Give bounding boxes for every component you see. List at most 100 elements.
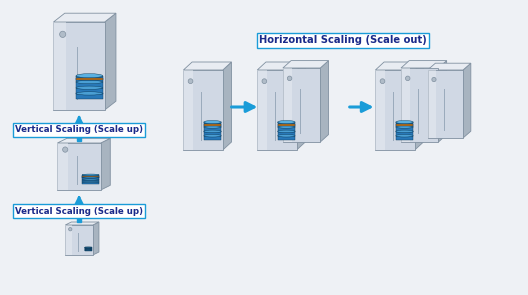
Ellipse shape <box>82 179 99 180</box>
Bar <box>396 131 413 136</box>
Ellipse shape <box>278 130 295 133</box>
Bar <box>428 70 437 138</box>
Polygon shape <box>401 60 447 68</box>
Bar <box>278 136 295 140</box>
Polygon shape <box>438 60 447 142</box>
Circle shape <box>406 76 410 81</box>
Bar <box>84 249 92 250</box>
Bar <box>204 136 221 140</box>
Ellipse shape <box>396 121 413 124</box>
Bar <box>53 22 67 110</box>
Bar <box>375 70 385 150</box>
Bar <box>204 124 221 126</box>
Bar <box>82 177 99 180</box>
Text: Vertical Scaling (Scale up): Vertical Scaling (Scale up) <box>15 206 143 216</box>
Bar <box>278 124 295 126</box>
Ellipse shape <box>84 250 92 251</box>
Bar <box>401 68 410 142</box>
Circle shape <box>262 79 267 83</box>
Polygon shape <box>283 60 328 68</box>
Ellipse shape <box>76 86 102 89</box>
Ellipse shape <box>278 121 295 124</box>
Bar <box>396 124 413 126</box>
Bar <box>76 78 102 80</box>
Circle shape <box>287 76 292 81</box>
Ellipse shape <box>204 120 221 124</box>
Polygon shape <box>65 222 99 225</box>
Polygon shape <box>415 62 423 150</box>
Bar <box>82 175 99 178</box>
Bar <box>283 68 292 142</box>
Ellipse shape <box>76 74 102 78</box>
Ellipse shape <box>82 181 99 183</box>
Bar <box>375 70 415 150</box>
Bar <box>82 176 99 177</box>
Bar <box>76 76 102 82</box>
Bar <box>278 131 295 136</box>
Bar <box>396 122 413 127</box>
Bar <box>401 68 438 142</box>
Circle shape <box>432 77 436 82</box>
Polygon shape <box>223 62 231 150</box>
Bar <box>283 68 320 142</box>
Bar <box>183 70 223 150</box>
Bar <box>204 131 221 136</box>
Ellipse shape <box>82 174 99 176</box>
Polygon shape <box>93 222 99 255</box>
Circle shape <box>188 79 193 83</box>
Ellipse shape <box>278 135 295 137</box>
Circle shape <box>69 227 72 231</box>
Bar <box>278 122 295 127</box>
Ellipse shape <box>84 247 92 248</box>
Ellipse shape <box>76 75 102 78</box>
Polygon shape <box>320 60 328 142</box>
Ellipse shape <box>204 126 221 128</box>
Bar <box>84 250 92 251</box>
Ellipse shape <box>396 130 413 133</box>
Ellipse shape <box>84 247 92 248</box>
Polygon shape <box>183 62 231 70</box>
Bar <box>65 225 72 255</box>
Bar <box>257 70 297 150</box>
Bar <box>396 136 413 140</box>
Circle shape <box>60 31 66 37</box>
Bar <box>257 70 267 150</box>
Bar <box>278 127 295 132</box>
Text: Vertical Scaling (Scale up): Vertical Scaling (Scale up) <box>15 125 143 135</box>
Ellipse shape <box>278 120 295 124</box>
Polygon shape <box>58 138 110 143</box>
Bar <box>183 70 193 150</box>
Polygon shape <box>105 13 116 110</box>
Ellipse shape <box>396 126 413 128</box>
Polygon shape <box>101 138 110 190</box>
Ellipse shape <box>84 249 92 250</box>
Ellipse shape <box>204 121 221 124</box>
Ellipse shape <box>82 177 99 178</box>
Bar <box>204 127 221 132</box>
Polygon shape <box>375 62 423 70</box>
Bar <box>84 248 92 250</box>
Polygon shape <box>53 13 116 22</box>
Bar <box>396 127 413 132</box>
Bar <box>76 94 102 99</box>
Ellipse shape <box>204 130 221 133</box>
Ellipse shape <box>76 92 102 95</box>
Polygon shape <box>463 63 471 138</box>
Bar <box>428 70 463 138</box>
Bar <box>65 225 93 255</box>
Bar <box>204 122 221 127</box>
Bar <box>53 22 105 110</box>
Ellipse shape <box>396 120 413 124</box>
Polygon shape <box>297 62 305 150</box>
Circle shape <box>63 147 68 152</box>
Bar <box>82 180 99 182</box>
Ellipse shape <box>84 248 92 249</box>
Ellipse shape <box>204 135 221 137</box>
Polygon shape <box>257 62 305 70</box>
Ellipse shape <box>396 135 413 137</box>
Bar <box>58 143 101 190</box>
Bar <box>58 143 68 190</box>
Ellipse shape <box>82 174 99 176</box>
Bar <box>82 182 99 184</box>
Text: Horizontal Scaling (Scale out): Horizontal Scaling (Scale out) <box>259 35 427 45</box>
